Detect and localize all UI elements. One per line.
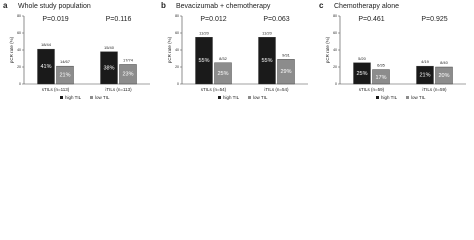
value-label: 55% bbox=[261, 58, 272, 64]
value-label: 55% bbox=[198, 58, 209, 64]
legend-swatch bbox=[248, 96, 251, 99]
value-label: 25% bbox=[356, 71, 367, 77]
y-tick-label: 40 bbox=[17, 48, 21, 52]
count-label: 8/32 bbox=[219, 56, 228, 61]
legend-label: high TIL bbox=[381, 95, 398, 100]
legend-swatch bbox=[218, 96, 221, 99]
bar bbox=[56, 65, 74, 85]
p-value: P=0.063 bbox=[263, 16, 289, 23]
p-value: P=0.116 bbox=[106, 16, 132, 23]
p-value: P=0.012 bbox=[200, 16, 226, 23]
bar bbox=[37, 48, 55, 85]
panel-title: Whole study population bbox=[18, 3, 91, 10]
legend-swatch bbox=[90, 96, 93, 99]
bar bbox=[119, 64, 137, 85]
bar bbox=[353, 62, 371, 85]
legend-swatch bbox=[60, 96, 63, 99]
bar bbox=[195, 37, 213, 85]
y-tick-label: 60 bbox=[333, 31, 337, 35]
bar bbox=[416, 65, 434, 85]
value-label: 41% bbox=[40, 64, 51, 70]
count-label: 18/44 bbox=[41, 42, 52, 47]
panel-label: a bbox=[3, 1, 8, 10]
x-tick-label: iTILs (n=113) bbox=[105, 87, 132, 92]
count-label: 4/19 bbox=[421, 59, 430, 64]
count-label: 8/40 bbox=[440, 60, 449, 65]
bar bbox=[277, 59, 295, 85]
value-label: 25% bbox=[217, 71, 228, 77]
y-tick-label: 0 bbox=[19, 82, 21, 86]
value-label: 17% bbox=[375, 75, 386, 81]
y-tick-label: 20 bbox=[333, 65, 337, 69]
y-axis-label: pCR rate (%) bbox=[325, 36, 330, 63]
y-axis-label: pCR rate (%) bbox=[167, 36, 172, 63]
value-label: 20% bbox=[438, 73, 449, 79]
value-label: 23% bbox=[122, 72, 133, 78]
bar bbox=[258, 37, 276, 85]
bar bbox=[435, 66, 453, 85]
count-label: 11/20 bbox=[262, 30, 272, 35]
count-label: 9/31 bbox=[282, 52, 291, 57]
p-value: P=0.925 bbox=[421, 16, 447, 23]
value-label: 21% bbox=[59, 73, 70, 79]
y-tick-label: 40 bbox=[333, 48, 337, 52]
x-tick-label: sTILs (n=59) bbox=[359, 87, 385, 92]
y-tick-label: 20 bbox=[17, 65, 21, 69]
panel-label: b bbox=[161, 1, 166, 10]
y-tick-label: 20 bbox=[175, 65, 179, 69]
legend-label: low TIL bbox=[95, 95, 110, 100]
legend-swatch bbox=[406, 96, 409, 99]
y-tick-label: 80 bbox=[333, 14, 337, 18]
value-label: 29% bbox=[280, 69, 291, 75]
y-tick-label: 80 bbox=[175, 14, 179, 18]
p-value: P=0.019 bbox=[42, 16, 68, 23]
panel-title: Chemotherapy alone bbox=[334, 3, 399, 10]
bar bbox=[214, 62, 232, 85]
y-tick-label: 80 bbox=[17, 14, 21, 18]
count-label: 17/74 bbox=[123, 58, 134, 63]
count-label: 11/20 bbox=[199, 30, 209, 35]
count-label: 15/40 bbox=[104, 45, 115, 50]
bar bbox=[100, 51, 118, 85]
figure: a Whole study population pCR rate (%) 0 20 40… bbox=[3, 1, 466, 100]
y-tick-label: 0 bbox=[335, 82, 337, 86]
bar bbox=[372, 69, 390, 85]
panel-label: c bbox=[319, 1, 324, 10]
legend-label: low TIL bbox=[411, 95, 426, 100]
panel-title: Bevacizumab + chemotherapy bbox=[176, 3, 271, 10]
count-label: 6/35 bbox=[377, 63, 386, 68]
x-tick-label: sTILs (n=113) bbox=[42, 87, 70, 92]
y-tick-label: 60 bbox=[175, 31, 179, 35]
value-label: 21% bbox=[419, 73, 430, 79]
p-value: P=0.461 bbox=[358, 16, 384, 23]
legend-label: low TIL bbox=[253, 95, 268, 100]
x-tick-label: iTILs (n=59) bbox=[422, 87, 447, 92]
y-tick-label: 0 bbox=[177, 82, 179, 86]
x-tick-label: iTILs (n=54) bbox=[264, 87, 289, 92]
y-tick-label: 60 bbox=[17, 31, 21, 35]
legend-label: high TIL bbox=[65, 95, 82, 100]
value-label: 38% bbox=[103, 65, 114, 71]
legend-swatch bbox=[376, 96, 379, 99]
x-tick-label: sTILs (n=54) bbox=[201, 87, 227, 92]
count-label: 14/67 bbox=[60, 59, 71, 64]
y-tick-label: 40 bbox=[175, 48, 179, 52]
y-axis-label: pCR rate (%) bbox=[9, 36, 14, 63]
legend-label: high TIL bbox=[223, 95, 240, 100]
count-label: 5/20 bbox=[358, 56, 367, 61]
